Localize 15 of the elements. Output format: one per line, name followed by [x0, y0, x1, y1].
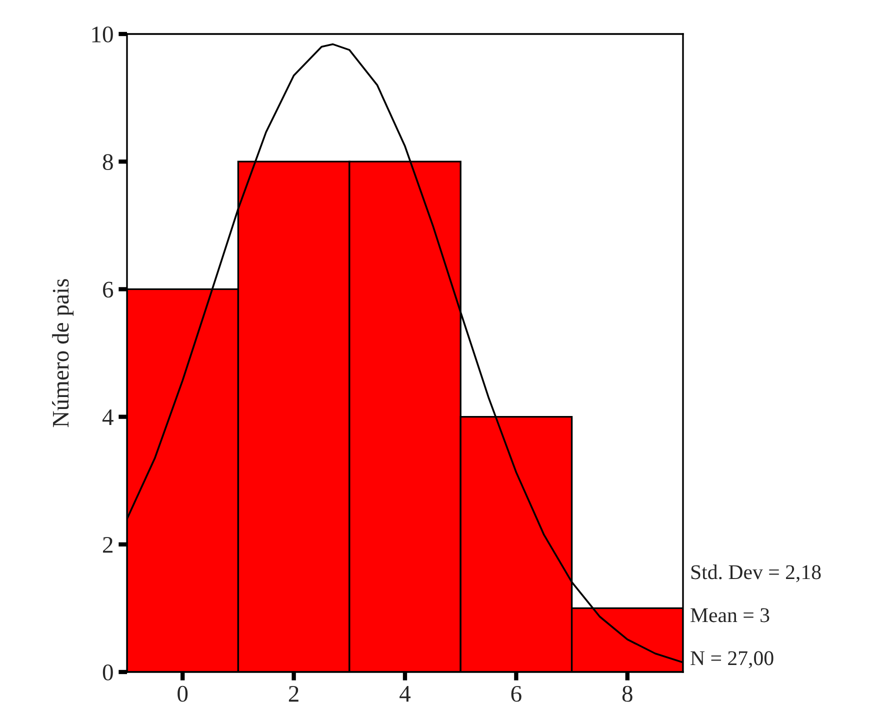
x-tick-label: 0 — [178, 686, 188, 702]
x-tick-label: 4 — [400, 686, 411, 702]
y-tick-label: 6 — [103, 282, 114, 298]
text: N = 27,00 — [690, 651, 774, 668]
text: Mean = 3 — [690, 608, 770, 622]
y-tick-label: 4 — [102, 409, 114, 425]
y-tick-label: 8 — [102, 154, 113, 170]
text: Std. Dev = 2,18 — [691, 564, 821, 582]
x-tick-label: 2 — [288, 686, 298, 702]
x-tick-label: 8 — [622, 686, 632, 702]
y-tick-label: 10 — [92, 26, 113, 42]
x-tick-label: 6 — [511, 686, 522, 702]
y-tick-label: 0 — [102, 664, 113, 680]
y-axis-title: Número de pais — [52, 279, 74, 428]
y-tick-label: 2 — [103, 536, 113, 553]
